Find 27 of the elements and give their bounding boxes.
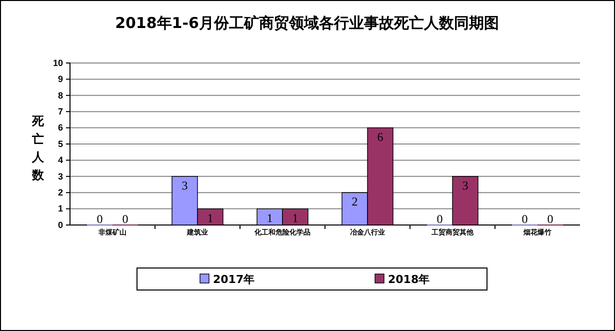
y-tick-label: 2 [58, 187, 63, 198]
data-label: 0 [522, 212, 528, 226]
legend-label: 2018年 [388, 273, 430, 286]
data-label: 2 [352, 194, 358, 209]
y-tick-label: 1 [58, 204, 63, 214]
y-tick-label: 10 [52, 58, 63, 68]
y-tick-label: 5 [58, 138, 63, 149]
chart-title: 2018年1-6月份工矿商贸领域各行业事故死亡人数同期图 [115, 14, 499, 32]
y-tick-label: 4 [58, 155, 63, 166]
y-axis-title: 死亡人数 [31, 114, 45, 182]
y-tick-label: 7 [58, 106, 63, 116]
data-label: 0 [547, 212, 554, 226]
y-tick-label: 3 [58, 171, 63, 182]
legend-label: 2017年 [213, 273, 255, 286]
y-tick-label: 0 [58, 220, 63, 230]
y-tick-label: 6 [58, 122, 63, 133]
data-label: 0 [96, 212, 103, 226]
data-label: 0 [122, 212, 128, 226]
data-label: 1 [292, 210, 298, 225]
data-label: 1 [266, 210, 273, 225]
data-label: 1 [207, 210, 214, 225]
y-tick-label: 9 [58, 74, 63, 84]
data-label: 3 [462, 178, 468, 192]
data-label: 0 [436, 212, 443, 226]
data-label: 3 [182, 178, 188, 192]
y-tick-label: 8 [58, 90, 63, 100]
data-label: 6 [377, 130, 384, 144]
